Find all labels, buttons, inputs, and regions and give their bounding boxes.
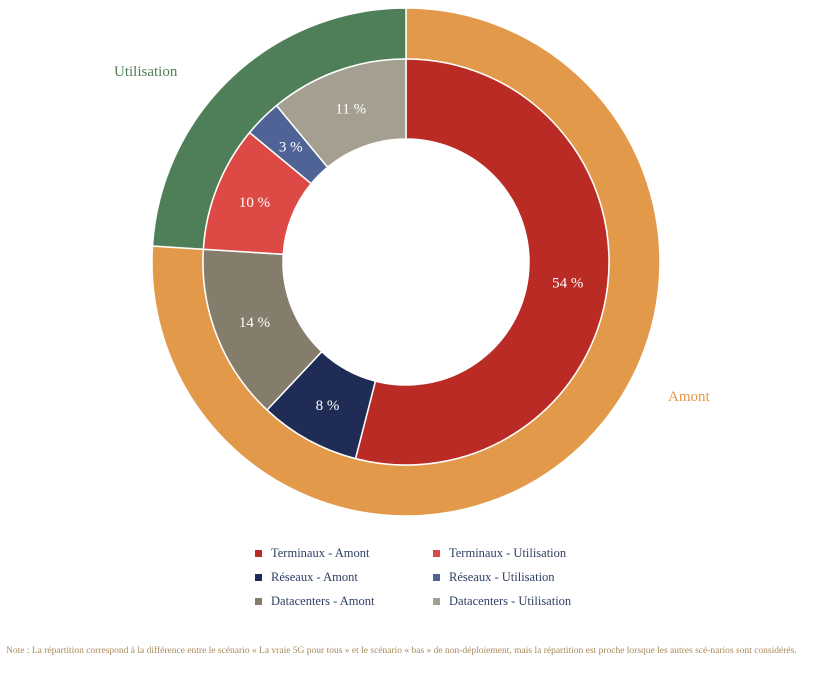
legend-label: Datacenters - Utilisation — [449, 593, 572, 608]
legend-label: Datacenters - Amont — [271, 593, 375, 608]
legend-label: Réseaux - Amont — [271, 569, 358, 584]
legend: Terminaux - Amont Terminaux - Utilisatio… — [255, 544, 615, 610]
slice-value-label: 14 % — [239, 315, 270, 331]
legend-label: Terminaux - Utilisation — [449, 545, 567, 560]
legend-item: Réseaux - Amont — [255, 568, 433, 586]
legend-swatch — [255, 573, 262, 581]
inner-ring-slice — [354, 58, 610, 466]
legend-label: Réseaux - Utilisation — [449, 569, 555, 584]
slice-value-label: 8 % — [316, 398, 340, 414]
inner-ring — [202, 58, 610, 466]
inner-ring-slice — [275, 58, 407, 169]
donut-chart: 54 % 8 % 14 % 10 % 3 % 11 % — [151, 7, 661, 517]
legend-item: Terminaux - Utilisation — [433, 544, 611, 562]
slice-value-label: 10 % — [239, 195, 270, 211]
inner-ring-labels: 54 % 8 % 14 % 10 % 3 % 11 % — [239, 102, 584, 414]
legend-item: Datacenters - Amont — [255, 592, 433, 610]
legend-label: Terminaux - Amont — [271, 545, 370, 560]
slice-value-label: 3 % — [279, 140, 303, 156]
legend-item: Réseaux - Utilisation — [433, 568, 611, 586]
legend-item: Terminaux - Amont — [255, 544, 433, 562]
slice-value-label: 11 % — [335, 102, 366, 118]
legend-swatch — [255, 549, 262, 557]
legend-swatch — [433, 549, 440, 557]
footnote: Note : La répartition correspond à la di… — [6, 646, 797, 656]
slice-value-label: 54 % — [552, 275, 583, 291]
legend-swatch — [433, 573, 440, 581]
outer-label-utilisation: Utilisation — [114, 64, 178, 80]
outer-label-amont: Amont — [668, 389, 710, 405]
legend-item: Datacenters - Utilisation — [433, 592, 611, 610]
legend-swatch — [433, 597, 440, 605]
legend-swatch — [255, 597, 262, 605]
